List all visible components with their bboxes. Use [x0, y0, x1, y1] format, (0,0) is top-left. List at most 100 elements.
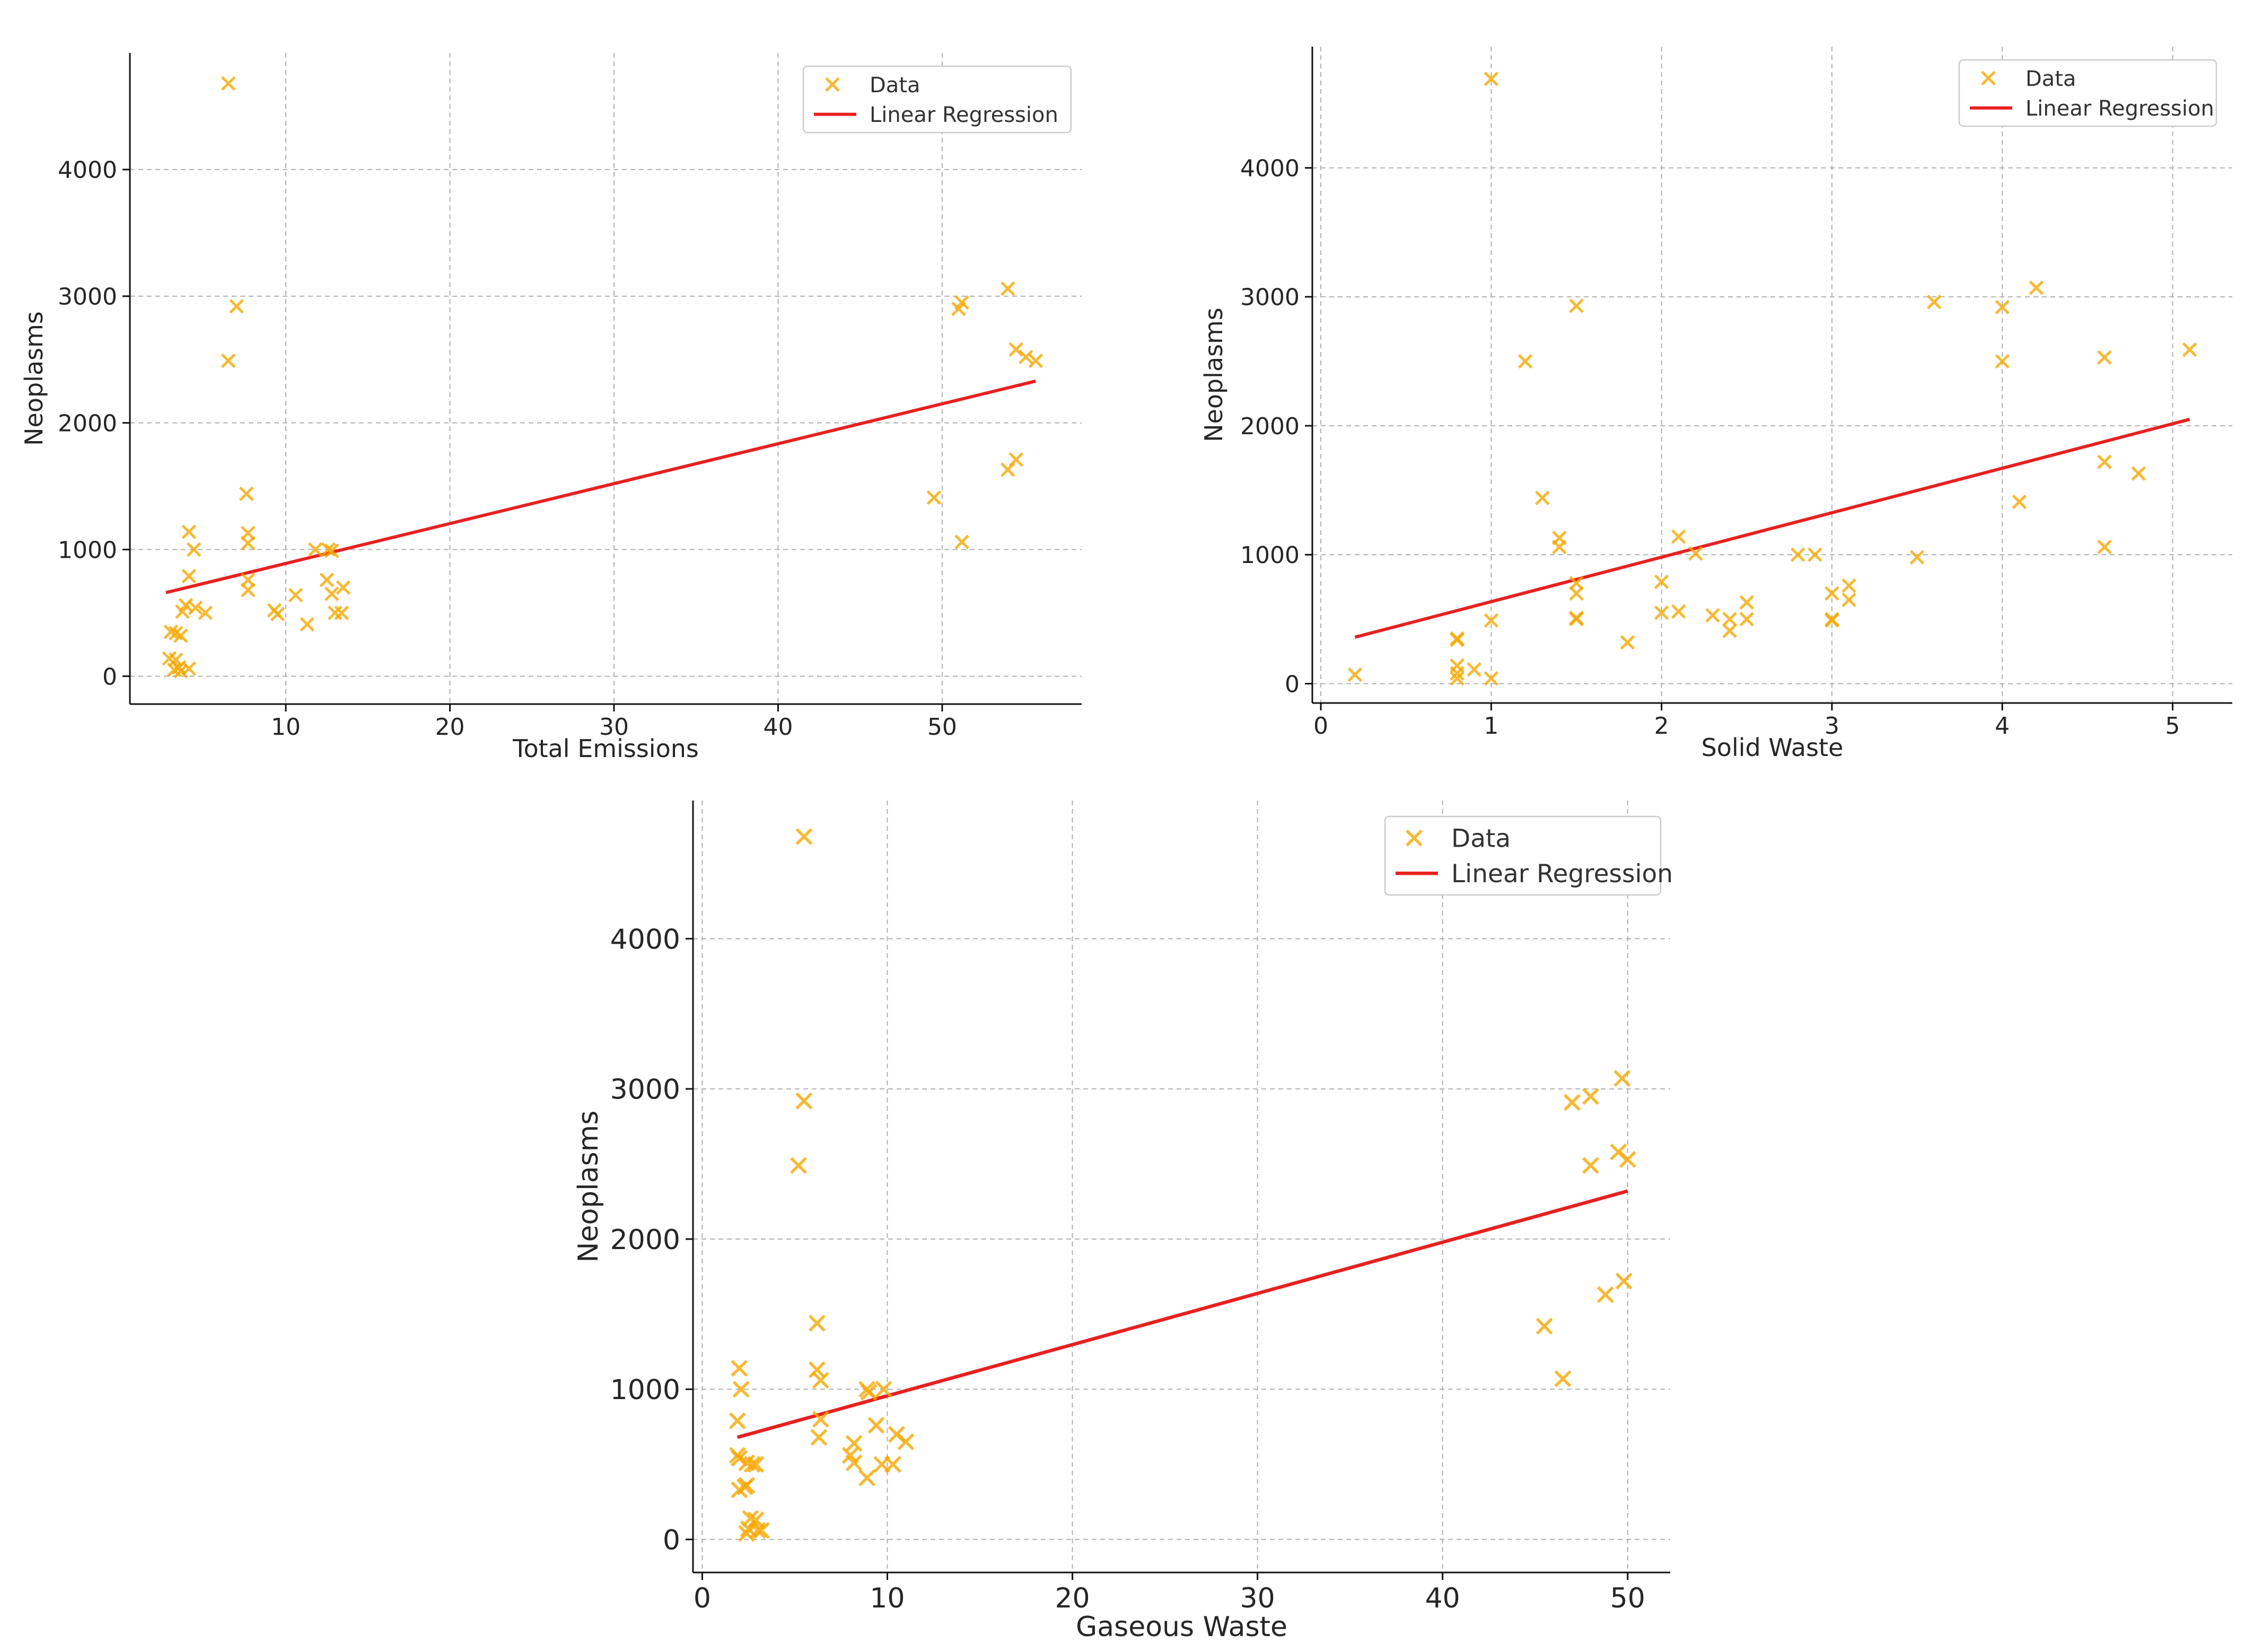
data-point — [1841, 592, 1856, 608]
x-tick-label: 2 — [1654, 713, 1669, 740]
data-point — [221, 353, 236, 368]
data-point — [2097, 539, 2112, 555]
data-point — [884, 1456, 901, 1473]
x-axis-title: Solid Waste — [1702, 733, 1844, 762]
data-point — [1619, 1151, 1636, 1168]
data-point — [2097, 350, 2112, 365]
legend-data-marker — [1981, 71, 1996, 86]
data-point — [188, 600, 203, 616]
data-point — [241, 535, 256, 551]
legend-frame — [1384, 815, 1662, 896]
data-point — [867, 1417, 885, 1434]
legend: Data Linear Regression — [802, 65, 1072, 134]
y-tick-label: 1000 — [610, 1374, 680, 1406]
y-tick-label: 0 — [102, 663, 117, 690]
data-point — [1569, 612, 1584, 627]
data-point — [743, 1456, 761, 1473]
data-point — [328, 605, 343, 620]
data-point — [321, 542, 336, 557]
y-tick-label: 0 — [663, 1524, 680, 1556]
chart-solid-waste: 0 1 2 3 4 5 0 1000 2000 3000 4000 Solid Waste Neopla… — [1199, 47, 2232, 762]
data-point — [1926, 294, 1942, 310]
data-point — [1825, 586, 1839, 601]
y-tick-label: 3000 — [1240, 284, 1300, 311]
data-point — [1569, 298, 1584, 313]
data-point — [1582, 1088, 1599, 1105]
x-tick-label: 3 — [1825, 713, 1839, 740]
data-point — [1671, 604, 1686, 619]
chart-gaseous-waste: 0 10 20 30 40 50 0 1000 2000 3000 4000 Gaseous Wast… — [573, 801, 1673, 1643]
data-point — [229, 299, 244, 314]
data-point — [1671, 529, 1686, 544]
data-point — [1534, 490, 1550, 506]
data-point — [1739, 595, 1755, 610]
plot-area: 10 20 30 40 50 0 1000 2000 3000 4000 Total Emissio… — [20, 53, 1082, 763]
legend-label: Data — [1451, 824, 1511, 854]
y-tick-label: 2000 — [610, 1224, 680, 1256]
x-axis-title: Gaseous Waste — [1076, 1611, 1287, 1643]
data-point — [181, 524, 197, 539]
data-point — [954, 295, 969, 310]
data-point — [1518, 354, 1533, 369]
y-tick-label: 0 — [1285, 671, 1300, 698]
data-point — [1450, 666, 1464, 681]
data-point — [221, 76, 236, 91]
data-point — [181, 661, 197, 676]
data-point — [1613, 1070, 1631, 1087]
data-point — [1739, 612, 1755, 627]
data-point — [2029, 280, 2044, 295]
data-point — [954, 534, 969, 549]
data-point — [1536, 1317, 1553, 1335]
data-point — [181, 568, 197, 584]
data-point — [324, 543, 339, 558]
data-point — [1467, 662, 1481, 677]
data-point — [808, 1314, 826, 1332]
data-point — [1008, 342, 1023, 357]
x-tick-label: 5 — [2165, 713, 2180, 740]
x-tick-label: 40 — [1425, 1583, 1460, 1614]
data-point — [1564, 1094, 1581, 1111]
x-tick-label: 0 — [1313, 713, 1328, 740]
legend-label: Data — [870, 73, 920, 98]
data-point — [1808, 547, 1822, 563]
data-point — [810, 1429, 828, 1446]
data-point — [1000, 281, 1015, 296]
data-point — [1705, 608, 1720, 623]
legend-label: Linear Regression — [2025, 96, 2214, 121]
data-point — [163, 625, 179, 639]
y-tick-label: 4000 — [610, 924, 680, 955]
data-point — [1450, 632, 1464, 647]
data-point — [168, 626, 183, 640]
data-point — [731, 1359, 748, 1377]
x-tick-label: 0 — [694, 1583, 711, 1614]
y-tick-label: 2000 — [58, 410, 117, 437]
data-point — [1000, 462, 1015, 477]
legend-data-marker — [1406, 829, 1423, 847]
data-point — [790, 1157, 807, 1174]
data-point — [288, 587, 303, 603]
y-tick-label: 1000 — [58, 537, 117, 564]
data-point — [753, 1522, 770, 1539]
x-tick-label: 50 — [1610, 1583, 1645, 1614]
x-tick-label: 1 — [1484, 713, 1498, 740]
data-point — [1620, 635, 1635, 650]
x-tick-label: 10 — [870, 1583, 905, 1614]
data-point — [1722, 612, 1737, 627]
data-point — [1347, 667, 1363, 682]
legend-label: Data — [2025, 67, 2076, 91]
x-tick-label: 4 — [1995, 713, 2010, 740]
x-tick-label: 20 — [435, 714, 464, 741]
data-point — [795, 1092, 813, 1110]
data-point — [334, 605, 349, 620]
data-point — [1654, 574, 1669, 590]
y-axis-title: Neoplasms — [573, 1111, 604, 1263]
y-tick-label: 4000 — [1240, 155, 1300, 182]
legend: Data Linear Regression — [1958, 59, 2217, 127]
y-axis-title: Neoplasms — [1199, 307, 1228, 442]
data-point — [1554, 1370, 1572, 1387]
data-point — [860, 1384, 878, 1401]
data-point — [812, 1411, 829, 1428]
y-tick-label: 3000 — [58, 284, 117, 311]
data-point — [241, 583, 256, 597]
y-tick-label: 3000 — [610, 1074, 680, 1106]
